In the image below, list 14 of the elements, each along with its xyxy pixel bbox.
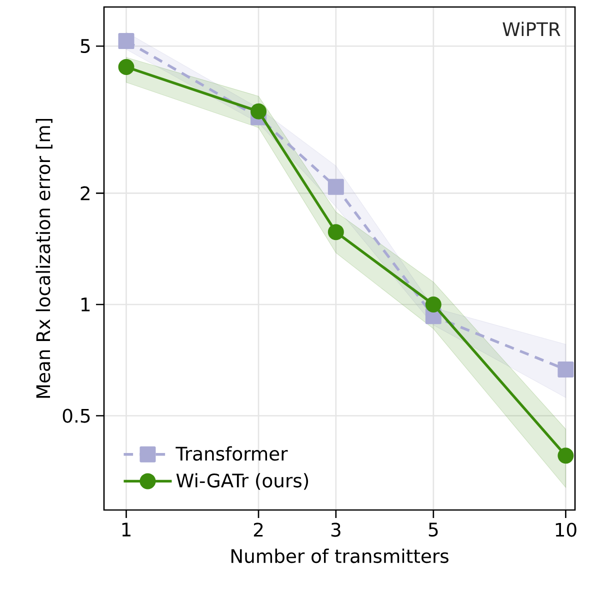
annotation: WiPTR [502, 22, 560, 36]
y-tick-label: 0.5 [62, 408, 90, 423]
x-tick-label: 5 [428, 522, 438, 537]
x-axis-title: Number of transmitters [231, 548, 448, 564]
legend-label: Wi-GATr (ours) [176, 473, 308, 490]
y-tick-label: 1 [81, 298, 90, 312]
y-tick-label: 5 [80, 39, 90, 54]
x-tick-label: 1 [122, 522, 130, 536]
x-tick-label: 10 [556, 522, 576, 537]
legend-label: Transformer [176, 446, 288, 461]
y-axis-title: Mean Rx localization error [m] [36, 118, 52, 398]
x-tick-label: 2 [254, 522, 263, 537]
y-tick-label: 2 [80, 186, 90, 200]
x-tick-label: 3 [331, 522, 340, 537]
